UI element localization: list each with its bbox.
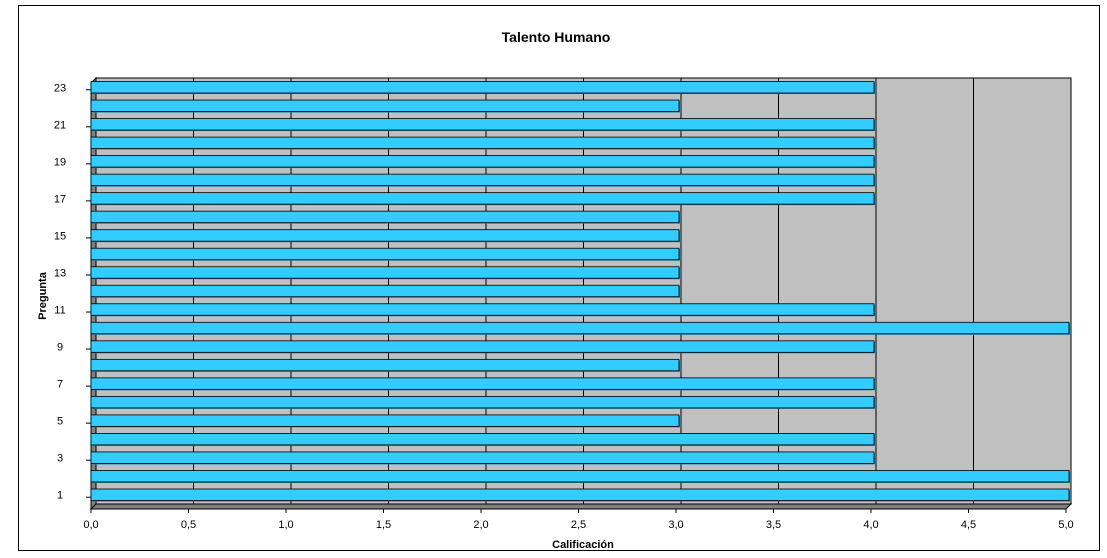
y-tick-label: 3 (57, 453, 63, 465)
bar (90, 340, 875, 353)
chart-title: Talento Humano (502, 29, 611, 45)
plot-area: 0,0 0,5 1,0 1,5 2,0 2,5 3,0 3,5 4,0 4,5 5,01357911… (54, 76, 1074, 531)
bar (90, 470, 1070, 483)
x-tick-label: 0,5 (181, 519, 196, 531)
bar (90, 395, 875, 409)
bar (90, 173, 875, 187)
bar (90, 229, 680, 242)
y-tick-label: 9 (57, 342, 63, 354)
y-tick-label: 5 (57, 416, 63, 428)
y-tick-label: 13 (54, 267, 66, 279)
y-tick-label: 11 (54, 305, 65, 317)
chart-frame: Talento Humano 0,0 0,5 1,0 1,5 2,0 2,5 3,0 3,5 4… (18, 5, 1100, 551)
bar (90, 358, 680, 372)
x-tick-label: 4,5 (961, 519, 976, 531)
bar (90, 321, 1070, 335)
bar (90, 118, 875, 131)
bar (90, 303, 875, 316)
x-tick-label: 1,0 (278, 519, 293, 531)
y-tick-label: 21 (54, 119, 66, 131)
plot-floor (89, 503, 1073, 510)
y-tick-label: 1 (57, 490, 63, 502)
bar (90, 192, 875, 205)
y-axis-label: Pregunta (37, 271, 49, 320)
bar (90, 488, 1070, 501)
chart: Talento Humano 0,0 0,5 1,0 1,5 2,0 2,5 3,0 3,5 4… (37, 29, 1074, 550)
bar (90, 81, 875, 94)
x-tick-label: 3,5 (766, 519, 781, 531)
bar (90, 247, 680, 261)
x-tick-label: 2,0 (473, 519, 488, 531)
y-tick-label: 7 (57, 379, 63, 391)
bar (90, 377, 875, 390)
bar (90, 284, 680, 298)
bar (90, 433, 875, 446)
y-tick-label: 15 (54, 230, 66, 242)
x-tick-label: 0,0 (83, 519, 98, 531)
bar (90, 414, 680, 427)
x-tick-label: 3,0 (668, 519, 683, 531)
x-tick-label: 5,0 (1058, 519, 1073, 531)
bar (90, 210, 680, 224)
bar (90, 99, 680, 112)
x-axis-label: Calificación (552, 539, 614, 550)
x-tick-label: 1,5 (376, 519, 391, 531)
y-tick-label: 19 (54, 156, 66, 168)
bar (90, 136, 875, 149)
bar (90, 155, 875, 168)
x-tick-label: 4,0 (863, 519, 878, 531)
y-tick-label: 23 (54, 82, 66, 94)
bar (90, 451, 875, 464)
bar (90, 266, 680, 279)
x-tick-label: 2,5 (571, 519, 586, 531)
y-tick-label: 17 (54, 193, 66, 205)
